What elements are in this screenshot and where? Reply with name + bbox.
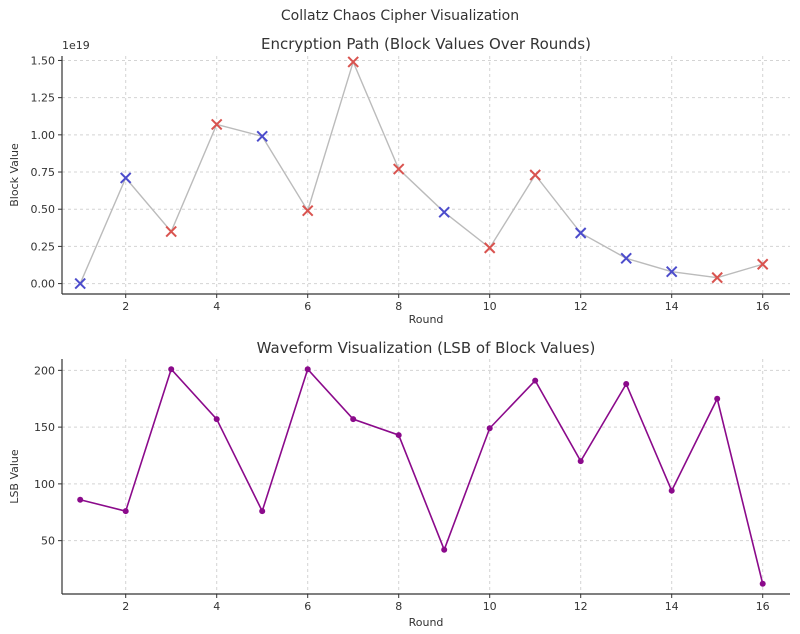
y-tick-label: 0.00 [31,278,56,291]
chart-title: Encryption Path (Block Values Over Round… [261,35,591,53]
y-tick-label: 0.75 [31,166,56,179]
x-tick-label: 4 [213,300,220,313]
y-tick-label: 200 [34,364,55,377]
x-tick-label: 12 [574,300,588,313]
y-tick-label: 0.25 [31,240,56,253]
data-point-marker [168,366,175,373]
x-tick-label: 10 [483,300,497,313]
data-point-x-marker [347,56,359,68]
y-tick-label: 50 [41,535,55,548]
data-point-marker [623,380,630,387]
y-axis-label: LSB Value [8,449,21,504]
data-point-x-marker [74,277,86,290]
y-axis-label: Block Value [8,143,21,207]
x-tick-label: 2 [122,600,129,613]
chart-title: Waveform Visualization (LSB of Block Val… [257,339,596,357]
data-point-marker [259,508,266,515]
y-tick-label: 150 [34,421,55,434]
data-point-marker [213,416,220,423]
x-tick-label: 6 [304,600,311,613]
x-tick-label: 2 [122,300,129,313]
data-point-marker [77,496,84,503]
x-axis-label: Round [409,313,444,326]
x-tick-label: 12 [574,600,588,613]
x-tick-label: 4 [213,600,220,613]
data-point-marker [441,546,448,553]
x-tick-label: 6 [304,300,311,313]
data-point-x-marker [392,163,405,175]
y-tick-label: 1.50 [31,54,56,67]
data-point-marker [532,377,539,384]
data-point-x-marker [756,258,769,270]
data-point-marker [122,508,129,515]
data-point-x-marker [256,130,268,143]
data-point-x-marker [301,204,314,217]
figure-suptitle: Collatz Chaos Cipher Visualization [281,8,519,24]
x-tick-label: 10 [483,600,497,613]
y-tick-label: 100 [34,478,55,491]
data-point-x-marker [711,271,723,284]
waveform-chart: 2 4 6 8 10 12 14 16 50 100 150 200 Waveform Visualiz… [8,339,790,629]
data-point-x-marker [438,206,450,218]
data-point-x-marker [529,169,541,181]
data-point-x-marker [665,265,678,278]
data-point-x-marker [483,242,496,254]
data-point-x-marker [620,252,632,265]
x-tick-label: 14 [665,600,679,613]
series-line [79,59,763,284]
y-tick-label: 1.25 [31,92,56,105]
x-tick-label: 8 [395,300,402,313]
data-point-marker [486,425,493,432]
y-scale-label: 1e19 [62,39,90,52]
data-point-marker [668,487,675,494]
series-line [80,367,764,584]
data-point-x-marker [210,118,223,131]
y-tick-label: 1.00 [31,129,56,142]
x-tick-label: 14 [665,300,679,313]
data-point-marker [577,458,584,465]
data-point-marker [304,366,311,373]
x-tick-label: 8 [395,600,402,613]
encryption-path-chart: 2 4 6 8 10 12 14 16 0.00 0.25 0.50 0.75 1.00 1.25 1.50… [8,35,790,326]
x-tick-label: 16 [756,600,770,613]
data-point-x-marker [165,225,177,238]
data-point-marker [759,580,766,587]
data-point-x-marker [574,227,587,239]
y-tick-label: 0.50 [31,203,56,216]
x-axis-label: Round [409,616,444,629]
data-point-marker [350,416,357,423]
x-tick-label: 16 [756,300,770,313]
data-point-marker [714,395,721,402]
data-point-x-marker [119,172,132,184]
data-point-marker [395,432,402,439]
